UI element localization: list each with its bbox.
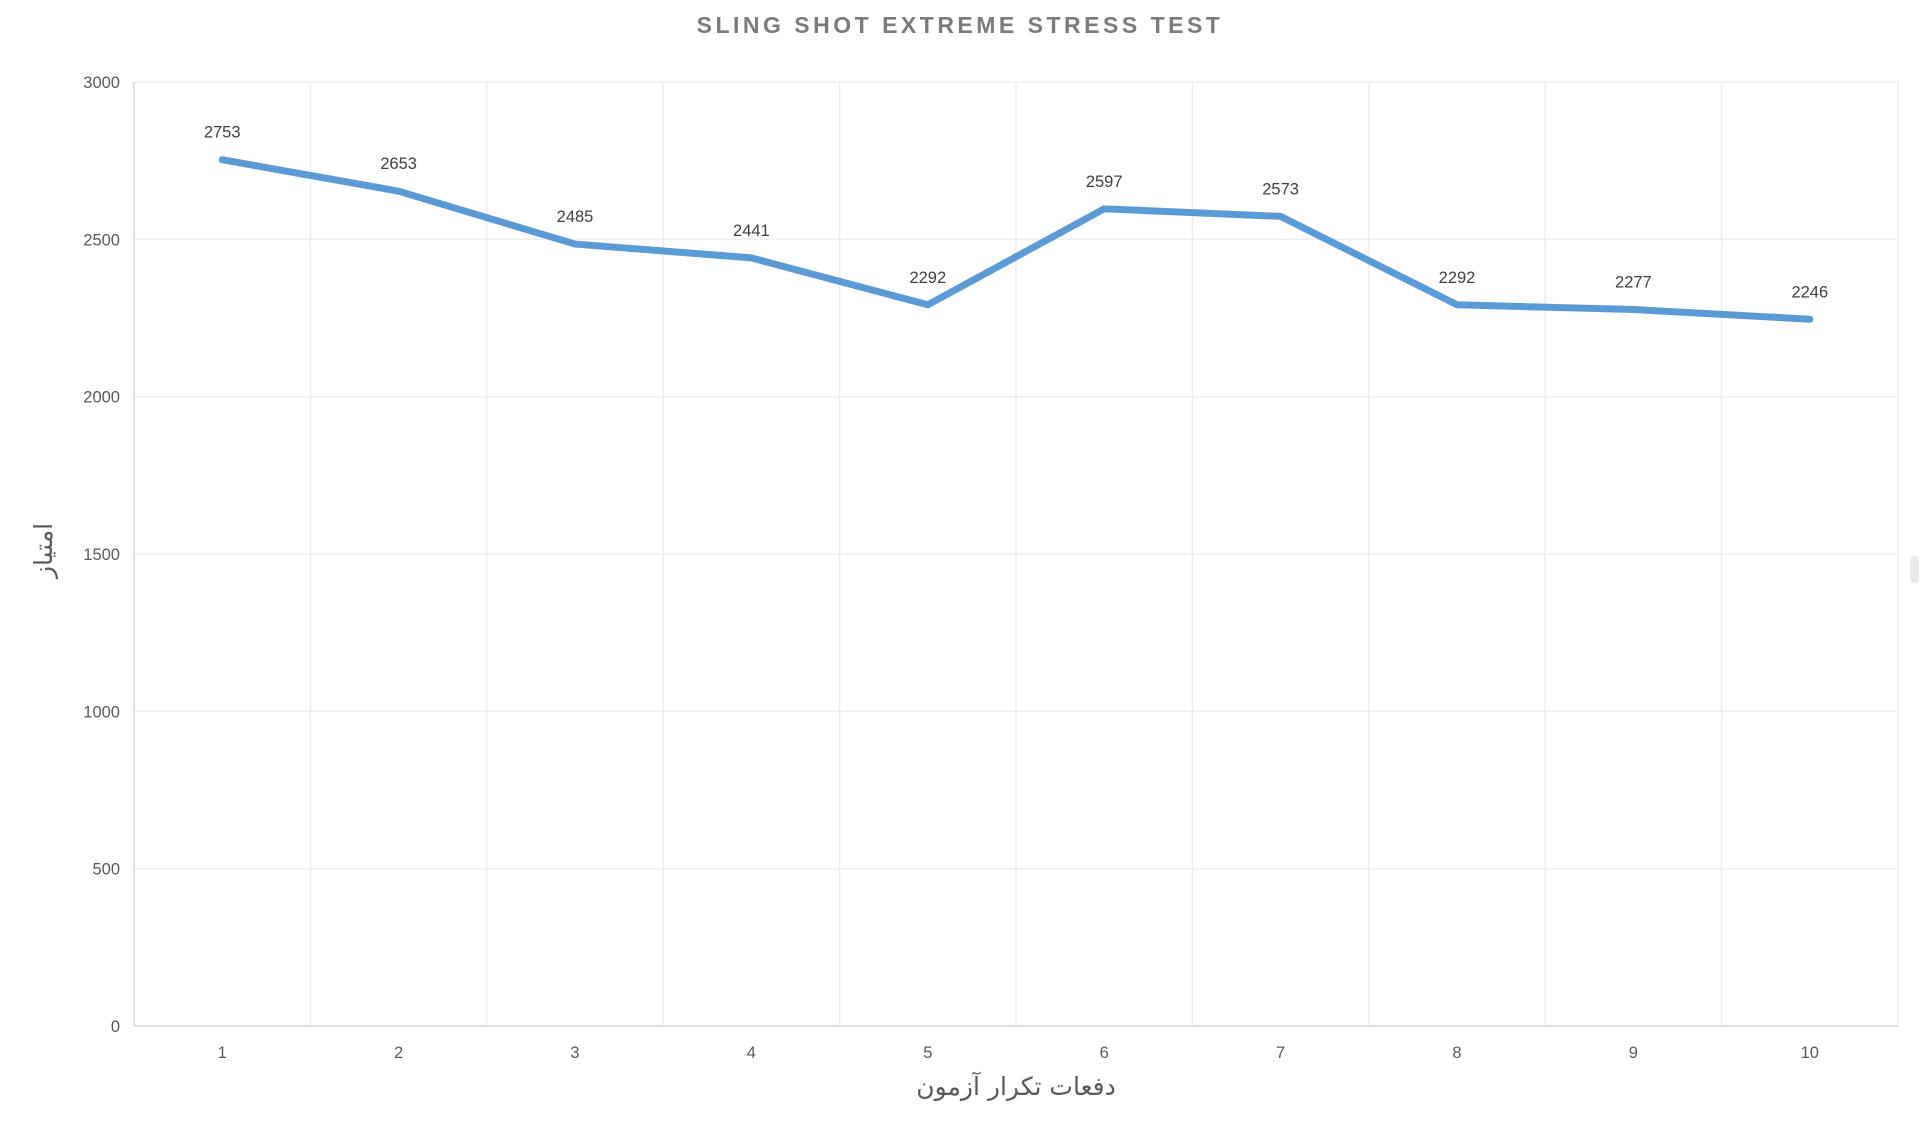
y-tick-label: 500 <box>92 861 120 879</box>
x-tick-label: 8 <box>1452 1044 1461 1062</box>
data-label: 2246 <box>1791 283 1828 301</box>
data-label: 2753 <box>204 124 241 142</box>
y-tick-label: 1000 <box>83 703 120 721</box>
x-axis-title: دفعات تکرار آزمون <box>916 1072 1116 1101</box>
x-tick-label: 1 <box>218 1044 227 1062</box>
data-label: 2653 <box>380 155 417 173</box>
data-label: 2441 <box>733 222 770 240</box>
x-tick-label: 7 <box>1276 1044 1285 1062</box>
x-tick-label: 5 <box>923 1044 932 1062</box>
y-tick-label: 0 <box>111 1018 120 1036</box>
x-tick-label: 9 <box>1629 1044 1638 1062</box>
data-label: 2597 <box>1086 173 1123 191</box>
data-label: 2277 <box>1615 274 1652 292</box>
x-tick-label: 4 <box>747 1044 756 1062</box>
chart-title: SLING SHOT EXTREME STRESS TEST <box>696 12 1224 38</box>
x-tick-label: 3 <box>570 1044 579 1062</box>
x-tick-label: 6 <box>1100 1044 1109 1062</box>
y-tick-label: 1500 <box>83 546 120 564</box>
y-tick-label: 2500 <box>83 231 120 249</box>
data-label: 2292 <box>1439 269 1476 287</box>
data-label: 2292 <box>909 269 946 287</box>
series-line <box>218 156 1814 323</box>
x-tick-label: 10 <box>1801 1044 1819 1062</box>
clipped-glyph-artifact <box>1910 556 1919 583</box>
y-tick-label: 3000 <box>83 74 120 92</box>
data-label: 2573 <box>1262 180 1299 198</box>
x-tick-label: 2 <box>394 1044 403 1062</box>
data-label: 2485 <box>557 208 594 226</box>
y-axis-title-text: امتیاز <box>29 522 59 578</box>
y-tick-label: 2000 <box>83 389 120 407</box>
